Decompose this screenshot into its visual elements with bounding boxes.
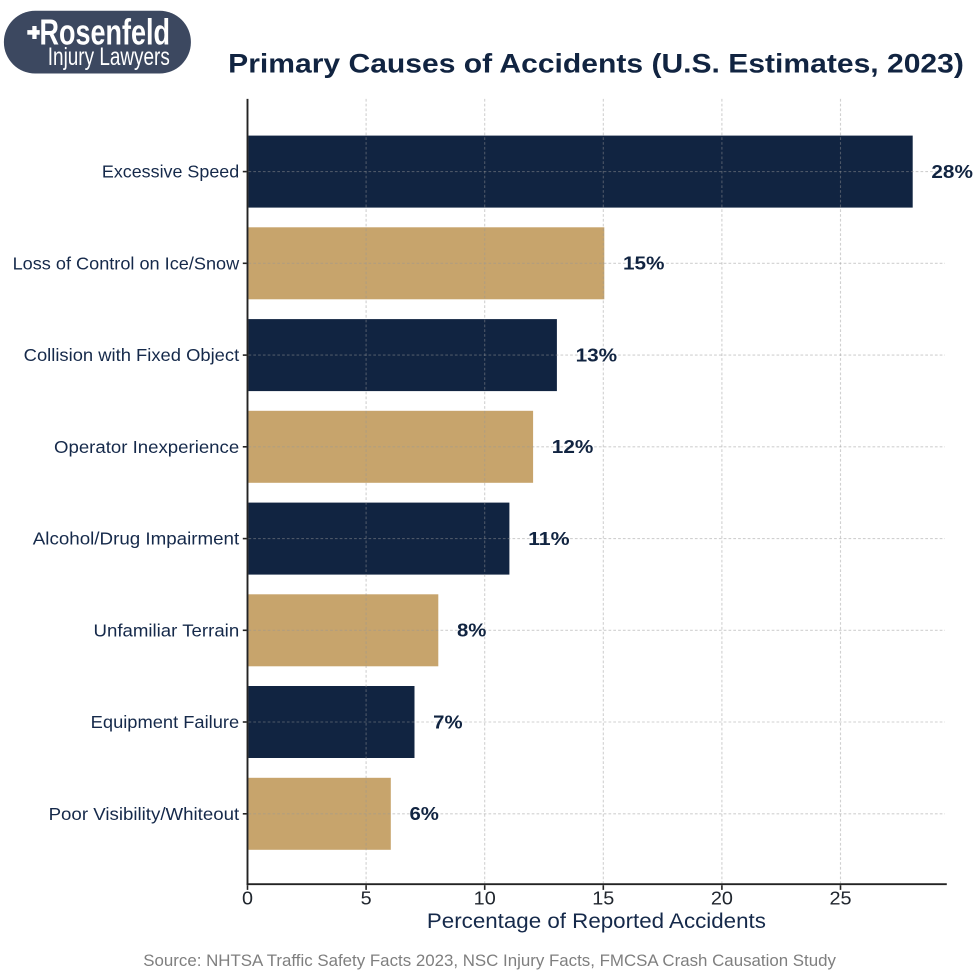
svg-text:Loss of Control on Ice/Snow: Loss of Control on Ice/Snow [13, 253, 240, 273]
svg-text:Collision with Fixed Object: Collision with Fixed Object [24, 345, 240, 365]
svg-text:10: 10 [474, 888, 496, 909]
svg-text:Equipment Failure: Equipment Failure [91, 712, 240, 732]
svg-text:12%: 12% [552, 436, 594, 457]
svg-text:Excessive Speed: Excessive Speed [102, 162, 239, 182]
svg-text:Operator Inexperience: Operator Inexperience [54, 437, 239, 457]
svg-text:25: 25 [829, 888, 851, 909]
svg-text:5: 5 [361, 888, 372, 909]
svg-text:11%: 11% [528, 528, 570, 549]
svg-text:Source: NHTSA Traffic Safety F: Source: NHTSA Traffic Safety Facts 2023,… [143, 952, 837, 970]
svg-text:15%: 15% [623, 253, 665, 274]
svg-text:20: 20 [711, 888, 733, 909]
svg-text:13%: 13% [576, 344, 618, 365]
svg-text:Unfamiliar Terrain: Unfamiliar Terrain [94, 620, 240, 640]
svg-text:6%: 6% [410, 803, 439, 824]
svg-text:28%: 28% [931, 161, 973, 182]
svg-text:Rosenfeld: Rosenfeld [40, 12, 171, 53]
svg-text:7%: 7% [433, 711, 462, 732]
svg-text:15: 15 [592, 888, 614, 909]
svg-text:Poor Visibility/Whiteout: Poor Visibility/Whiteout [49, 804, 240, 824]
svg-text:Alcohol/Drug Impairment: Alcohol/Drug Impairment [33, 529, 240, 549]
svg-text:0: 0 [242, 888, 253, 909]
svg-text:Injury Lawyers: Injury Lawyers [48, 44, 170, 71]
svg-text:Percentage of Reported Acciden: Percentage of Reported Accidents [427, 910, 766, 933]
svg-text:Primary Causes of Accidents (U: Primary Causes of Accidents (U.S. Estima… [228, 48, 964, 78]
svg-text:8%: 8% [457, 620, 486, 641]
